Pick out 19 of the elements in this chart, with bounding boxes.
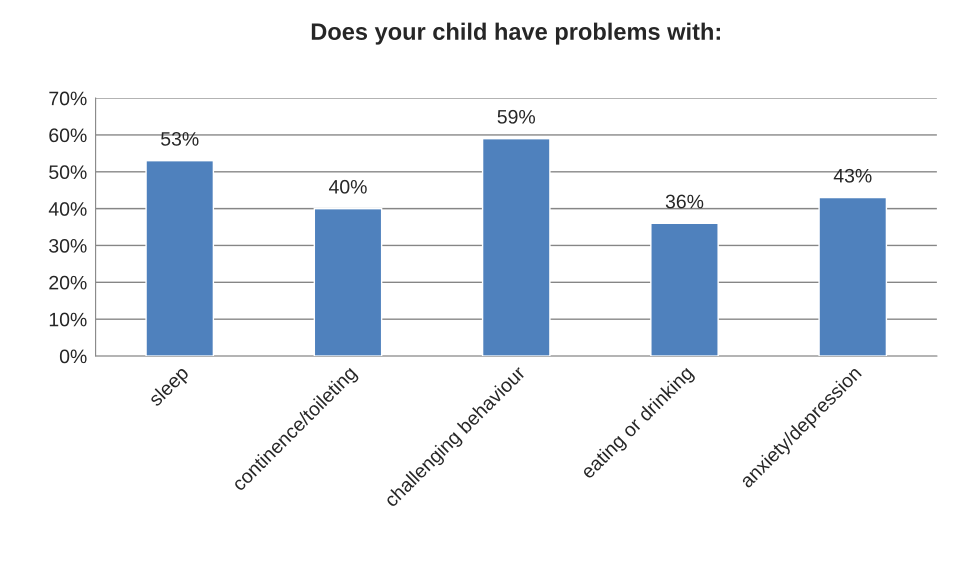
data-label: 40% xyxy=(328,180,367,194)
y-tick-label: 60% xyxy=(49,128,87,142)
data-label: 43% xyxy=(834,168,872,183)
y-tick-label: 50% xyxy=(49,165,87,180)
y-tick-label: 30% xyxy=(49,238,87,253)
bar xyxy=(314,208,382,356)
bar xyxy=(650,222,719,356)
chart-title: Does your child have problems with: xyxy=(312,22,720,45)
y-tick-label: 10% xyxy=(50,312,87,326)
bar xyxy=(145,160,214,356)
data-label: 53% xyxy=(161,132,198,146)
y-tick-label: 20% xyxy=(49,276,87,290)
bar xyxy=(482,138,551,356)
y-tick-label: 70% xyxy=(49,92,87,106)
data-label: 59% xyxy=(498,110,536,124)
y-tick-label: 40% xyxy=(48,202,87,216)
bar xyxy=(818,196,888,356)
data-label: 36% xyxy=(666,194,704,208)
y-tick-label: 0% xyxy=(60,349,87,364)
